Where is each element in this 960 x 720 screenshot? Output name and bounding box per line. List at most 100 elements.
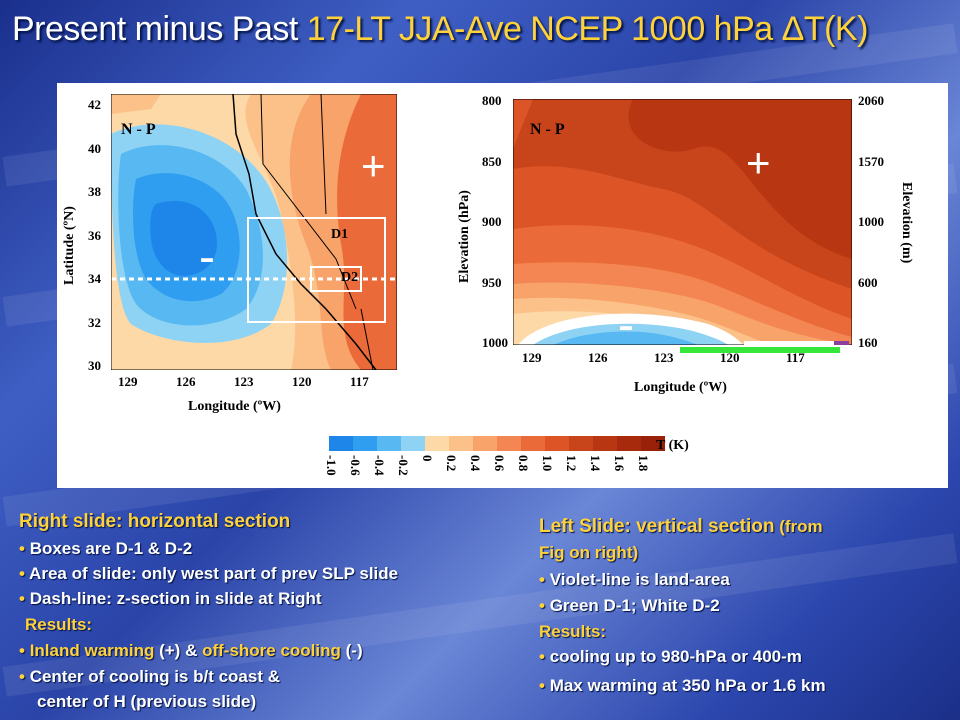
colorbar-label: 0 (420, 455, 435, 462)
left-slide-heading: Left Slide: vertical section (from (539, 516, 823, 538)
right-map-xtick: 126 (588, 350, 608, 365)
left-map-ytick: 40 (88, 140, 101, 156)
colorbar-swatch (545, 436, 569, 451)
right-map-ylabel: Elevation (hPa) (457, 190, 472, 283)
bullet-text: Violet-line is land-area (549, 570, 730, 589)
left-map-label: N - P (121, 121, 156, 138)
colorbar-label: -0.2 (396, 455, 411, 476)
colorbar-swatch (353, 436, 377, 451)
left-map-xlabel: Longitude (ºW) (188, 399, 281, 414)
bullet-dash-line: • Dash-line: z-section in slide at Right (19, 589, 322, 608)
colorbar-swatch (617, 436, 641, 451)
right-map-ytick: 800 (482, 93, 502, 108)
right-map-ytick-right: 1570 (858, 153, 884, 169)
right-map-ytick-right: 2060 (858, 93, 884, 108)
bullet-text: cooling up to 980-hPa or 400-m (549, 647, 802, 666)
right-map-xtick: 123 (654, 350, 674, 365)
bullet-area: • Area of slide: only west part of prev … (19, 564, 399, 583)
bullet-cooling-level: • cooling up to 980-hPa or 400-m (539, 647, 802, 666)
bullet-violet: • Violet-line is land-area (539, 570, 730, 589)
slide-title: Present minus Past 17-LT JJA-Ave NCEP 10… (12, 10, 868, 49)
colorbar-label: 0.8 (516, 455, 531, 472)
land-violet-line (834, 341, 849, 345)
colorbar-swatch (569, 436, 593, 451)
right-map-xtick: 129 (522, 350, 542, 365)
left-map-ytick: 42 (88, 97, 101, 112)
right-map-xtick: 117 (786, 350, 805, 365)
bullet-text: Green D-1; White D-2 (549, 596, 720, 615)
bullet-text: (-) (340, 641, 363, 660)
temperature-colorbar (329, 436, 665, 451)
bullet-text: Dash-line: z-section in slide at Right (29, 589, 322, 608)
colorbar-swatch (425, 436, 449, 451)
d2-white-line (744, 341, 834, 345)
bullet-text: Center of cooling is b/t coast & (29, 667, 280, 686)
cooling-sign-right: - (618, 299, 634, 352)
bullet-text: Area of slide: only west part of prev SL… (29, 564, 399, 583)
colorbar-label: 1.4 (588, 455, 603, 472)
right-map-ytick-right: 1000 (858, 214, 884, 229)
left-map-ytick: 36 (88, 227, 101, 243)
left-map-xtick: 123 (234, 374, 254, 389)
cooling-sign: - (199, 231, 215, 284)
inland-warming-text: Inland warming (29, 641, 155, 660)
left-map-ylabel: Latitude (ºN) (62, 206, 77, 285)
left-map-ytick: 32 (88, 314, 101, 330)
right-map-ytick-right: 160 (858, 335, 878, 350)
colorbar-label: 1.0 (540, 455, 555, 472)
offshore-cooling-text: off-shore cooling (202, 641, 341, 660)
bullet-continuation: center of H (previous slide) (37, 692, 257, 711)
heading-text: Left Slide: vertical section (539, 516, 775, 537)
colorbar-swatch (521, 436, 545, 451)
right-map-label: N - P (530, 121, 565, 138)
colorbar-swatch (641, 436, 665, 451)
horizontal-section-map (111, 94, 397, 370)
colorbar-label: -0.4 (372, 455, 387, 476)
right-map-ylabel-right: Elevation (m) (899, 182, 914, 264)
right-map-ytick: 1000 (482, 335, 508, 350)
title-highlight: 17-LT JJA-Ave NCEP 1000 hPa ΔT(K) (306, 10, 869, 48)
bullet-text: (+) & (154, 641, 203, 660)
colorbar-swatch (377, 436, 401, 451)
colorbar-label: -0.6 (348, 455, 363, 476)
colorbar-label: 1.8 (636, 455, 651, 472)
left-map-ytick: 38 (88, 184, 101, 199)
vertical-section-map (513, 99, 852, 345)
right-map-xlabel: Longitude (ºW) (634, 380, 727, 395)
left-map-xtick: 126 (176, 374, 196, 389)
right-map-ytick-right: 600 (858, 274, 878, 290)
box-d2-label: D2 (341, 270, 359, 285)
left-results-label: Results: (539, 622, 607, 641)
colorbar-label: 1.6 (612, 455, 627, 472)
colorbar-label: -1.0 (324, 455, 339, 476)
bullet-warming-cooling: • Inland warming (+) & off-shore cooling… (19, 641, 363, 660)
colorbar-swatch (401, 436, 425, 451)
colorbar-label: 1.2 (564, 455, 579, 472)
left-map-ytick: 30 (88, 358, 101, 373)
colorbar-label: 0.6 (492, 455, 507, 472)
colorbar-swatch (497, 436, 521, 451)
left-map-xtick: 117 (350, 374, 369, 389)
bullet-text: Boxes are D-1 & D-2 (29, 539, 193, 558)
colorbar-label: 0.2 (444, 455, 459, 472)
title-prefix: Present minus Past (12, 10, 307, 48)
box-d1-label: D1 (331, 227, 349, 242)
bullet-green-white: • Green D-1; White D-2 (539, 596, 720, 615)
right-slide-heading: Right slide: horizontal section (19, 511, 291, 532)
right-map-xtick: 120 (720, 350, 740, 365)
right-map-ytick: 950 (482, 274, 502, 290)
left-map-xtick: 120 (292, 374, 312, 389)
heading-continuation: Fig on right) (539, 543, 639, 562)
colorbar-swatch (473, 436, 497, 451)
colorbar-swatch (449, 436, 473, 451)
right-results-label: Results: (25, 615, 93, 634)
warming-sign-right: + (746, 139, 771, 186)
d1-green-line (680, 347, 840, 353)
heading-paren: (from (774, 517, 823, 536)
colorbar-label: 0.4 (468, 455, 483, 472)
bullet-max-warming: • Max warming at 350 hPa or 1.6 km (539, 676, 826, 695)
left-map-xtick: 129 (118, 374, 138, 389)
colorbar-swatch (593, 436, 617, 451)
bullet-boxes: • Boxes are D-1 & D-2 (19, 539, 193, 558)
right-map-ytick: 850 (482, 153, 502, 169)
